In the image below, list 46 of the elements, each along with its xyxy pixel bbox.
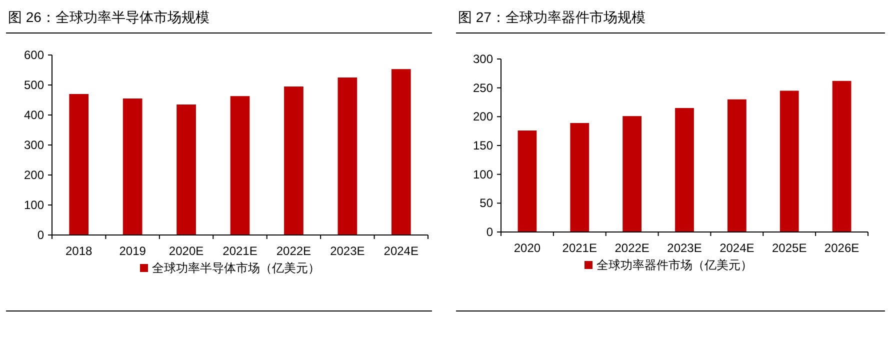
- bar: [69, 94, 89, 235]
- bar: [570, 123, 590, 232]
- y-tick-label: 0: [486, 225, 494, 239]
- bar: [176, 104, 196, 235]
- x-tick-label: 2020E: [168, 244, 204, 258]
- chart-title: 图 27：全球功率器件市场规模: [458, 9, 646, 25]
- x-tick-label: 2026E: [824, 241, 860, 255]
- y-tick-label: 400: [24, 108, 44, 122]
- bar: [727, 99, 746, 232]
- bar: [338, 78, 358, 235]
- bar: [122, 98, 142, 235]
- legend-label: 全球功率半导体市场（亿美元）: [152, 261, 320, 275]
- y-tick-label: 200: [24, 168, 44, 182]
- x-tick-label: 2019: [119, 244, 146, 258]
- bar: [230, 96, 250, 235]
- bar: [391, 69, 411, 235]
- y-tick-label: 150: [472, 138, 494, 152]
- bar: [622, 116, 642, 232]
- x-tick-label: 2021E: [222, 244, 258, 258]
- x-tick-label: 2023E: [667, 241, 702, 255]
- x-tick-label: 2018: [66, 244, 93, 258]
- y-tick-label: 100: [472, 167, 494, 182]
- y-tick-label: 50: [480, 196, 494, 210]
- y-tick-label: 0: [37, 228, 44, 242]
- bar: [284, 86, 304, 235]
- x-tick-label: 2021E: [562, 241, 597, 255]
- y-tick-label: 300: [24, 138, 44, 152]
- x-tick-label: 2022E: [614, 241, 650, 255]
- y-tick-label: 500: [24, 78, 44, 92]
- legend-label: 全球功率器件市场（亿美元）: [596, 258, 752, 272]
- x-tick-label: 2023E: [330, 244, 365, 258]
- x-tick-label: 2024E: [384, 244, 418, 258]
- y-tick-label: 300: [472, 52, 494, 66]
- x-tick-label: 2024E: [720, 241, 754, 255]
- y-tick-label: 100: [24, 198, 44, 212]
- bar: [675, 108, 694, 232]
- bar: [832, 80, 852, 232]
- x-tick-label: 2022E: [276, 244, 312, 258]
- chart-title: 图 26：全球功率半导体市场规模: [8, 9, 210, 25]
- y-tick-label: 250: [472, 80, 494, 95]
- y-tick-label: 600: [24, 48, 44, 62]
- x-tick-label: 2020: [514, 241, 541, 255]
- bar: [780, 90, 799, 232]
- x-tick-label: 2025E: [772, 241, 807, 255]
- y-tick-label: 200: [472, 110, 494, 124]
- bar: [518, 130, 537, 232]
